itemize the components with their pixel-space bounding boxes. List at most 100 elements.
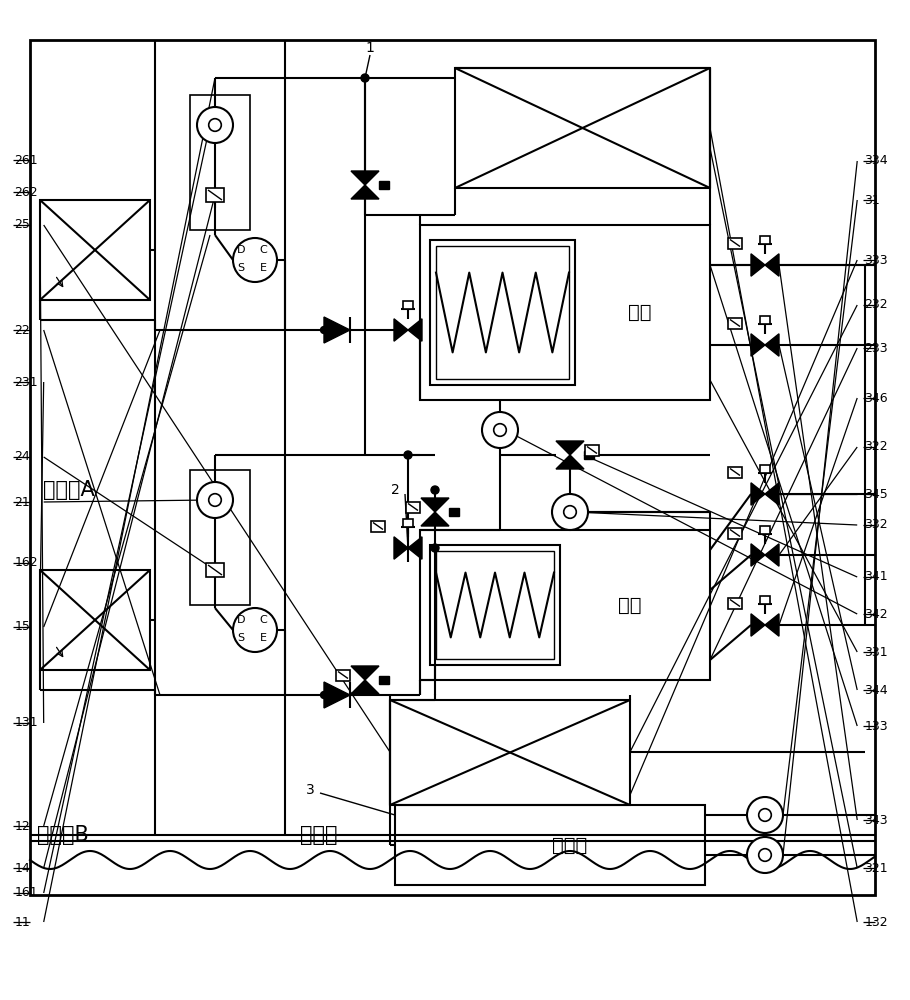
Text: S: S [238,633,245,643]
Circle shape [431,486,439,494]
Text: 233: 233 [864,342,888,355]
Polygon shape [751,254,765,276]
Bar [728,597,742,608]
Bar [40,570,150,670]
Bar [206,563,224,577]
Bar [449,508,459,516]
Text: E: E [259,263,267,273]
Text: D: D [237,615,246,625]
Text: 25: 25 [15,219,30,232]
Circle shape [482,412,518,448]
Bar [430,240,575,385]
Polygon shape [324,317,350,343]
Text: 346: 346 [864,391,888,404]
Circle shape [431,544,439,552]
Polygon shape [765,254,779,276]
Circle shape [747,837,783,873]
Circle shape [197,482,233,518]
Bar [406,502,420,512]
Text: D: D [237,245,246,255]
Text: 15: 15 [15,620,30,634]
Circle shape [320,326,328,334]
Text: 162: 162 [15,556,38,570]
Bar [728,466,742,478]
Text: 室外侧: 室外侧 [300,825,338,845]
Text: 334: 334 [864,154,888,167]
Text: C: C [259,245,267,255]
Bar [436,246,569,379]
Polygon shape [765,334,779,356]
Text: S: S [238,263,245,273]
Polygon shape [408,319,422,341]
Text: 261: 261 [15,153,38,166]
Bar [760,316,770,324]
Bar [379,676,389,684]
Polygon shape [751,483,765,505]
Text: 341: 341 [864,570,888,584]
Circle shape [759,809,772,821]
Circle shape [233,238,277,282]
Bar [430,545,560,665]
Text: 14: 14 [15,861,30,874]
Text: 3: 3 [306,783,314,797]
Text: 343: 343 [864,814,888,826]
Polygon shape [765,483,779,505]
Text: 实验室B: 实验室B [37,825,89,845]
Polygon shape [421,498,449,512]
Text: 331: 331 [864,646,888,658]
Bar [379,181,389,189]
Text: 22: 22 [15,324,30,336]
Text: 332: 332 [864,518,888,532]
Polygon shape [351,680,379,694]
Circle shape [197,107,233,143]
Text: 水箱: 水箱 [618,595,642,614]
Bar [403,519,413,527]
Text: 12: 12 [15,820,30,832]
Bar [728,237,742,248]
Text: 345: 345 [864,488,888,500]
Circle shape [404,451,412,459]
Circle shape [563,506,576,518]
Polygon shape [751,544,765,566]
Bar [420,225,710,400]
Text: 131: 131 [15,716,38,730]
Circle shape [494,424,506,436]
Bar [455,68,710,188]
Polygon shape [556,455,584,469]
Circle shape [552,494,588,530]
Bar [395,805,705,885]
Circle shape [747,797,783,833]
Circle shape [361,74,369,82]
Bar [728,318,742,328]
Text: 132: 132 [864,916,888,928]
Polygon shape [421,512,449,526]
Polygon shape [351,185,379,199]
Text: 1: 1 [366,41,374,55]
Polygon shape [751,614,765,636]
Text: 161: 161 [15,886,38,900]
Polygon shape [351,171,379,185]
Bar [206,188,224,202]
Polygon shape [408,537,422,559]
Polygon shape [351,666,379,680]
Circle shape [208,494,221,506]
Polygon shape [765,614,779,636]
Text: 中转箱: 中转箱 [552,836,588,854]
Text: 2: 2 [390,483,399,497]
Text: 24: 24 [15,450,30,464]
Bar [436,551,554,659]
Text: 262: 262 [15,186,38,198]
Bar [390,700,630,805]
Text: 31: 31 [864,194,880,207]
Bar [190,95,250,230]
Text: 342: 342 [864,607,888,620]
Text: 133: 133 [864,720,888,732]
Circle shape [759,849,772,861]
Bar [760,236,770,244]
Polygon shape [765,544,779,566]
Bar [760,465,770,473]
Bar [30,40,875,895]
Text: 231: 231 [15,375,38,388]
Bar [760,596,770,604]
Bar [371,520,385,532]
